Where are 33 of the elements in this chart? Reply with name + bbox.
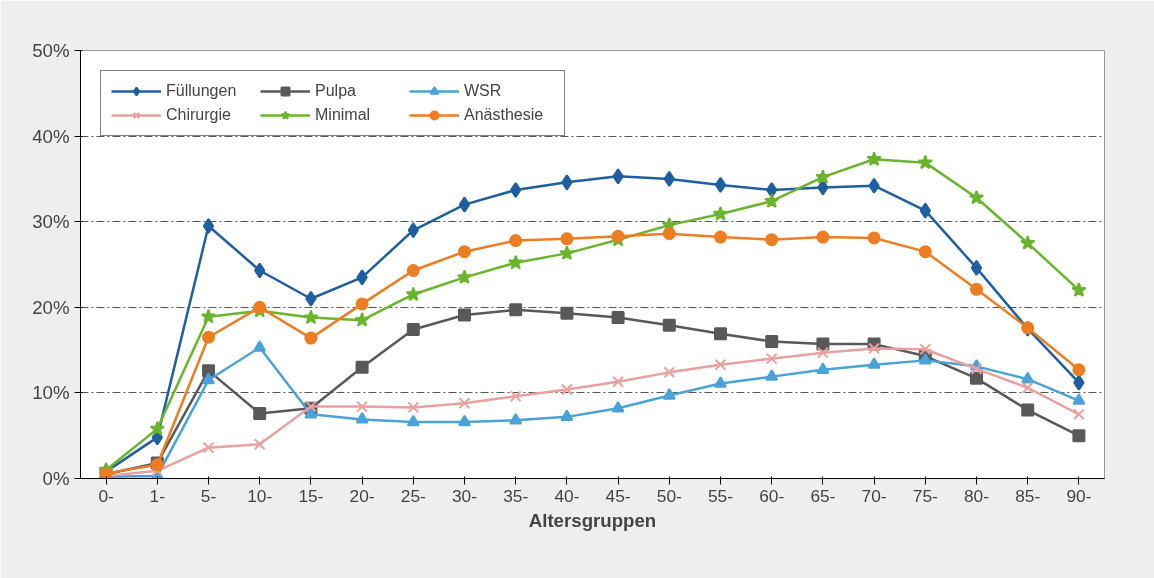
y-tick-label: 40% bbox=[32, 125, 70, 147]
y-tick-label: 30% bbox=[32, 211, 70, 233]
x-tick-label: 5- bbox=[200, 485, 217, 506]
y-tick-label: 10% bbox=[32, 382, 70, 404]
x-tick-label: 70- bbox=[861, 485, 887, 506]
x-tick-label: 50- bbox=[656, 485, 682, 506]
x-tick-label: 15- bbox=[298, 485, 324, 506]
x-tick-label: 55- bbox=[707, 485, 734, 506]
y-tick-label: 50% bbox=[32, 40, 70, 61]
x-tick-label: 10- bbox=[247, 485, 273, 506]
x-tick-label: 65- bbox=[810, 485, 836, 506]
x-tick-label: 35- bbox=[503, 485, 529, 506]
legend-label: Pulpa bbox=[315, 82, 357, 100]
x-tick-label: 1- bbox=[149, 485, 166, 506]
x-tick-label: 60- bbox=[759, 485, 785, 506]
legend-label: Füllungen bbox=[166, 82, 238, 100]
x-tick-label: 75- bbox=[912, 485, 938, 506]
x-tick-label: 20- bbox=[349, 485, 375, 506]
legend-label: Chirurgie bbox=[166, 106, 232, 124]
y-tick-label: 0% bbox=[42, 468, 70, 489]
x-tick-label: 85- bbox=[1015, 485, 1041, 506]
x-tick-label: 45- bbox=[605, 485, 631, 506]
legend-label: Minimal bbox=[315, 106, 372, 124]
legend-label: WSR bbox=[464, 82, 503, 100]
x-tick-label: 30- bbox=[451, 485, 478, 506]
x-axis-title: Altersgruppen bbox=[528, 509, 657, 531]
x-tick-label: 0- bbox=[98, 485, 114, 506]
x-tick-label: 40- bbox=[554, 485, 580, 506]
legend-label: Anästhesie bbox=[464, 106, 545, 124]
y-tick-label: 20% bbox=[32, 296, 70, 318]
x-tick-label: 90- bbox=[1066, 485, 1092, 506]
x-tick-label: 25- bbox=[400, 485, 426, 506]
x-tick-label: 80- bbox=[963, 485, 990, 506]
